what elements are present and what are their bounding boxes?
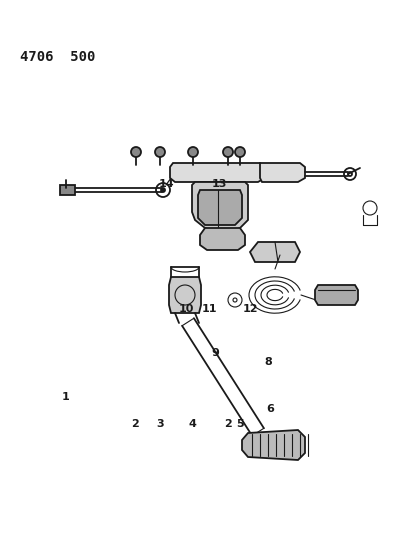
- Circle shape: [131, 147, 141, 157]
- Polygon shape: [249, 242, 299, 262]
- Polygon shape: [191, 182, 247, 232]
- Text: 2: 2: [131, 419, 139, 429]
- Polygon shape: [314, 285, 357, 305]
- Polygon shape: [200, 228, 245, 250]
- Polygon shape: [198, 190, 241, 225]
- Text: 4: 4: [188, 419, 196, 429]
- Polygon shape: [170, 163, 264, 182]
- Circle shape: [161, 188, 164, 192]
- Polygon shape: [259, 163, 304, 182]
- Text: 11: 11: [201, 304, 216, 314]
- Polygon shape: [169, 277, 200, 313]
- Circle shape: [234, 147, 245, 157]
- Text: 5: 5: [236, 419, 243, 429]
- Polygon shape: [60, 185, 75, 195]
- Text: 2: 2: [223, 419, 231, 429]
- Text: 3: 3: [156, 419, 163, 429]
- Circle shape: [155, 147, 164, 157]
- Text: 14: 14: [158, 179, 173, 189]
- Text: 4706  500: 4706 500: [20, 50, 95, 64]
- Text: 13: 13: [211, 179, 227, 189]
- Circle shape: [188, 147, 198, 157]
- Text: 1: 1: [62, 392, 69, 402]
- Circle shape: [222, 147, 232, 157]
- Text: 8: 8: [264, 358, 272, 367]
- Text: 12: 12: [242, 304, 257, 314]
- Polygon shape: [241, 430, 304, 460]
- Text: 6: 6: [266, 405, 274, 414]
- Text: 10: 10: [178, 304, 194, 314]
- Text: 9: 9: [211, 348, 219, 358]
